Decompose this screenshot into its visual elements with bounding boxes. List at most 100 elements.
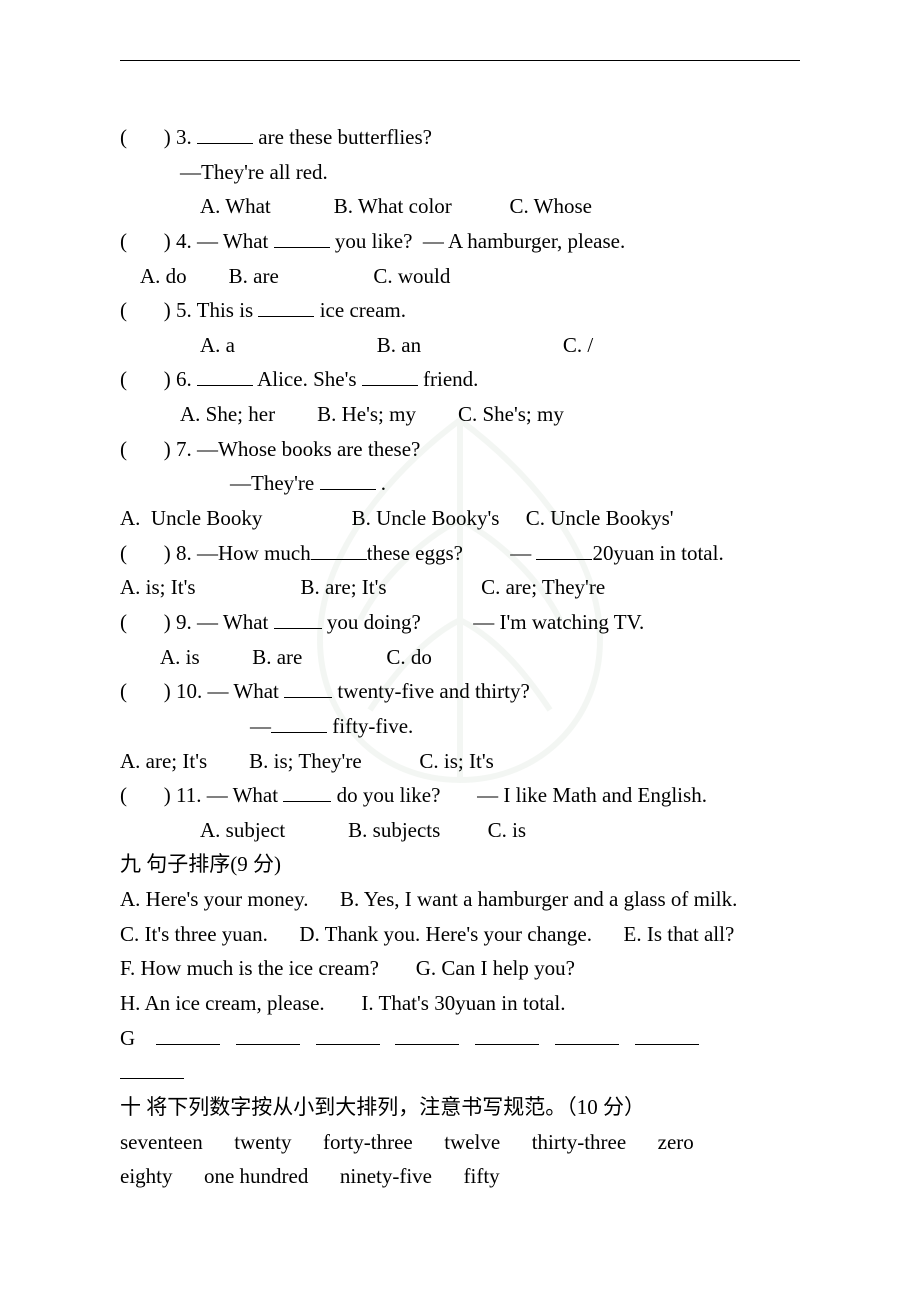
- q7-num: ( ) 7.: [120, 437, 192, 461]
- s9-A: A. Here's your money.: [120, 887, 308, 911]
- s9-C: C. It's three yuan.: [120, 922, 268, 946]
- q5-num: ( ) 5.: [120, 298, 192, 322]
- q10-optC: C. is; It's: [419, 749, 493, 773]
- q3-optC: C. Whose: [510, 194, 592, 218]
- q11-optB: B. subjects: [348, 818, 440, 842]
- section9-CDE: C. It's three yuan. D. Thank you. Here's…: [120, 917, 800, 952]
- section10-title: 十 将下列数字按从小到大排列，注意书写规范。（10 分）: [120, 1090, 800, 1125]
- q9-optB: B. are: [252, 645, 302, 669]
- q11-optA: A. subject: [200, 818, 285, 842]
- q11-optC: C. is: [488, 818, 527, 842]
- q11-num: ( ) 11.: [120, 783, 201, 807]
- q5-stem: ( ) 5. This is ice cream.: [120, 293, 800, 328]
- q4-stem-a: — What: [197, 229, 274, 253]
- q7-reply: —They're .: [120, 466, 800, 501]
- q6-options: A. She; her B. He's; my C. She's; my: [120, 397, 800, 432]
- q3-reply: —They're all red.: [120, 155, 800, 190]
- q9-stem-b: you doing? — I'm watching TV.: [322, 610, 645, 634]
- q4-options: A. do B. are C. would: [120, 259, 800, 294]
- page: ( ) 3. are these butterflies? —They're a…: [0, 0, 920, 1302]
- q5-optC: C. /: [563, 333, 593, 357]
- q6-stem: ( ) 6. Alice. She's friend.: [120, 362, 800, 397]
- q10-stem-b: twenty-five and thirty?: [332, 679, 530, 703]
- section9-FG: F. How much is the ice cream? G. Can I h…: [120, 951, 800, 986]
- q3-optB: B. What color: [334, 194, 452, 218]
- s9-D: D. Thank you. Here's your change.: [299, 922, 592, 946]
- q4-stem-b: you like? — A hamburger, please.: [330, 229, 626, 253]
- section9-AB: A. Here's your money. B. Yes, I want a h…: [120, 882, 800, 917]
- s9-H: H. An ice cream, please.: [120, 991, 325, 1015]
- q8-num: ( ) 8.: [120, 541, 192, 565]
- q4-num: ( ) 4.: [120, 229, 192, 253]
- q3-options: A. What B. What color C. Whose: [120, 189, 800, 224]
- q7-options: A. Uncle Booky B. Uncle Booky's C. Uncle…: [120, 501, 800, 536]
- q10-reply-a: —: [250, 714, 271, 738]
- q11-options: A. subject B. subjects C. is: [120, 813, 800, 848]
- q7-stem: ( ) 7. —Whose books are these?: [120, 432, 800, 467]
- q6-stem-b: friend.: [418, 367, 479, 391]
- q10-options: A. are; It's B. is; They're C. is; It's: [120, 744, 800, 779]
- q4-optC: C. would: [373, 264, 450, 288]
- q10-num: ( ) 10.: [120, 679, 202, 703]
- section9-answer-line: G: [120, 1021, 800, 1056]
- section9-answer-line2: [120, 1055, 800, 1090]
- q8-stem-b: these eggs? —: [367, 541, 537, 565]
- q3-stem: ( ) 3. are these butterflies?: [120, 120, 800, 155]
- q6-optA: A. She; her: [180, 402, 275, 426]
- q6-optC: C. She's; my: [458, 402, 564, 426]
- section9-title: 九 句子排序(9 分): [120, 847, 800, 882]
- q10-optA: A. are; It's: [120, 749, 207, 773]
- q3-optA: A. What: [200, 194, 271, 218]
- q9-stem: ( ) 9. — What you doing? — I'm watching …: [120, 605, 800, 640]
- q7-optB: B. Uncle Booky's: [352, 506, 500, 530]
- s9-G: G. Can I help you?: [416, 956, 575, 980]
- s9-B: B. Yes, I want a hamburger and a glass o…: [340, 887, 737, 911]
- q11-stem-b: do you like? — I like Math and English.: [331, 783, 707, 807]
- q3-num: ( ) 3.: [120, 125, 192, 149]
- q7-optA: A. Uncle Booky: [120, 506, 262, 530]
- q5-optA: A. a: [200, 333, 235, 357]
- q4-optB: B. are: [229, 264, 279, 288]
- q7-optC: C. Uncle Bookys': [526, 506, 674, 530]
- q7-stem-text: —Whose books are these?: [197, 437, 420, 461]
- q5-stem-b: ice cream.: [314, 298, 406, 322]
- q4-optA: A. do: [140, 264, 187, 288]
- q11-stem-a: — What: [207, 783, 284, 807]
- q3-stem-a: are these butterflies?: [253, 125, 432, 149]
- s9-I: I. That's 30yuan in total.: [361, 991, 565, 1015]
- content: ( ) 3. are these butterflies? —They're a…: [120, 120, 800, 1194]
- s9-start: G: [120, 1026, 135, 1050]
- q5-optB: B. an: [377, 333, 421, 357]
- q8-optA: A. is; It's: [120, 575, 196, 599]
- section9-HI: H. An ice cream, please. I. That's 30yua…: [120, 986, 800, 1021]
- q9-optA: A. is: [160, 645, 200, 669]
- s9-F: F. How much is the ice cream?: [120, 956, 379, 980]
- section10-words1: seventeen twenty forty-three twelve thir…: [120, 1125, 800, 1160]
- q9-options: A. is B. are C. do: [120, 640, 800, 675]
- q8-stem-c: 20yuan in total.: [592, 541, 723, 565]
- q10-reply-b: fifty-five.: [327, 714, 413, 738]
- q6-stem-a: Alice. She's: [253, 367, 362, 391]
- q8-optC: C. are; They're: [481, 575, 605, 599]
- q10-stem-a: — What: [208, 679, 285, 703]
- q8-options: A. is; It's B. are; It's C. are; They're: [120, 570, 800, 605]
- top-rule: [120, 60, 800, 61]
- q10-stem: ( ) 10. — What twenty-five and thirty?: [120, 674, 800, 709]
- q5-options: A. a B. an C. /: [120, 328, 800, 363]
- s9-E: E. Is that all?: [624, 922, 735, 946]
- q6-optB: B. He's; my: [317, 402, 416, 426]
- q9-optC: C. do: [386, 645, 432, 669]
- section10-words2: eighty one hundred ninety-five fifty: [120, 1159, 800, 1194]
- q10-reply: — fifty-five.: [120, 709, 800, 744]
- q8-stem: ( ) 8. —How much these eggs? — 20yuan in …: [120, 536, 800, 571]
- q8-optB: B. are; It's: [301, 575, 387, 599]
- q7-reply-a: —They're: [230, 471, 320, 495]
- q4-stem: ( ) 4. — What you like? — A hamburger, p…: [120, 224, 800, 259]
- q10-optB: B. is; They're: [249, 749, 361, 773]
- q8-stem-a: —How much: [197, 541, 311, 565]
- q11-stem: ( ) 11. — What do you like? — I like Mat…: [120, 778, 800, 813]
- q7-reply-b: .: [376, 471, 387, 495]
- q5-stem-a: This is: [197, 298, 259, 322]
- q9-stem-a: — What: [197, 610, 274, 634]
- q6-num: ( ) 6.: [120, 367, 192, 391]
